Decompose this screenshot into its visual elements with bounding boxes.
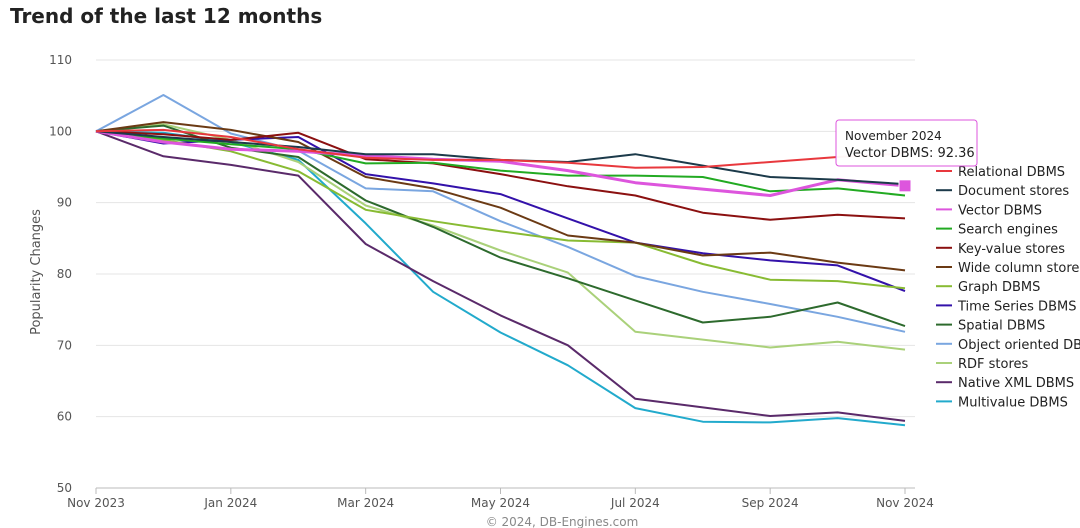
legend-item-object-oriented-dbms[interactable]: Object oriented DBMS bbox=[958, 338, 1080, 353]
x-tick-label: Jul 2024 bbox=[610, 496, 660, 510]
series-lines bbox=[95, 94, 912, 427]
series-line-graph-dbms bbox=[95, 130, 906, 290]
credit: © 2024, DB-Engines.com bbox=[486, 515, 639, 528]
tooltip-title: November 2024 bbox=[845, 129, 942, 143]
tooltip: November 2024 Vector DBMS: 92.36 bbox=[835, 119, 978, 167]
y-axis-label: Popularity Changes bbox=[29, 209, 44, 335]
legend-item-wide-column-stores[interactable]: Wide column stores bbox=[958, 261, 1080, 276]
x-axis-ticks: Nov 2023 Jan 2024 Mar 2024 May 2024 Jul 2024… bbox=[67, 488, 934, 510]
series-line-native-xml-dbms bbox=[95, 130, 906, 422]
legend-item-spatial-dbms[interactable]: Spatial DBMS bbox=[958, 319, 1045, 334]
x-tick-label: Sep 2024 bbox=[742, 496, 799, 510]
chart-title: Trend of the last 12 months bbox=[10, 4, 323, 28]
hover-marker bbox=[898, 179, 912, 193]
tooltip-box bbox=[835, 119, 978, 167]
x-tick-label: May 2024 bbox=[471, 496, 530, 510]
legend-item-native-xml-dbms[interactable]: Native XML DBMS bbox=[958, 376, 1074, 391]
legend-item-multivalue-dbms[interactable]: Multivalue DBMS bbox=[958, 395, 1068, 410]
x-tick-label: Nov 2024 bbox=[876, 496, 934, 510]
gridlines bbox=[96, 59, 915, 489]
y-tick-label: 70 bbox=[57, 338, 72, 352]
legend-item-rdf-stores[interactable]: RDF stores bbox=[958, 357, 1029, 372]
tooltip-value: Vector DBMS: 92.36 bbox=[845, 146, 975, 161]
series-line-wide-column-stores bbox=[95, 121, 906, 272]
y-axis-ticks: 50 60 70 80 90 100 110 bbox=[49, 53, 72, 495]
y-tick-label: 90 bbox=[57, 196, 72, 210]
series-line-relational-dbms bbox=[95, 128, 906, 169]
series-line-search-engines bbox=[95, 130, 906, 197]
series-line-key-value-stores bbox=[95, 130, 906, 221]
legend: Relational DBMS Document stores Vector DBM… bbox=[936, 165, 1080, 410]
y-tick-label: 100 bbox=[49, 124, 72, 138]
y-tick-label: 50 bbox=[57, 481, 72, 495]
y-tick-label: 110 bbox=[49, 53, 72, 67]
x-tick-label: Jan 2024 bbox=[203, 496, 257, 510]
legend-item-graph-dbms[interactable]: Graph DBMS bbox=[958, 280, 1040, 295]
legend-item-time-series-dbms[interactable]: Time Series DBMS bbox=[957, 299, 1076, 314]
y-tick-label: 80 bbox=[57, 267, 72, 281]
x-tick-label: Nov 2023 bbox=[67, 496, 125, 510]
series-line-spatial-dbms bbox=[95, 124, 906, 328]
series-line-object-oriented-dbms bbox=[95, 94, 906, 333]
legend-item-key-value-stores[interactable]: Key-value stores bbox=[958, 242, 1065, 257]
y-tick-label: 60 bbox=[57, 410, 72, 424]
series-line-vector-dbms bbox=[95, 129, 906, 197]
legend-item-relational-dbms[interactable]: Relational DBMS bbox=[958, 165, 1065, 180]
legend-item-document-stores[interactable]: Document stores bbox=[958, 184, 1069, 199]
series-line-time-series-dbms bbox=[95, 130, 906, 293]
legend-item-vector-dbms[interactable]: Vector DBMS bbox=[958, 203, 1042, 218]
series-line-multivalue-dbms bbox=[95, 130, 906, 427]
x-tick-label: Mar 2024 bbox=[337, 496, 394, 510]
legend-item-search-engines[interactable]: Search engines bbox=[958, 223, 1058, 238]
